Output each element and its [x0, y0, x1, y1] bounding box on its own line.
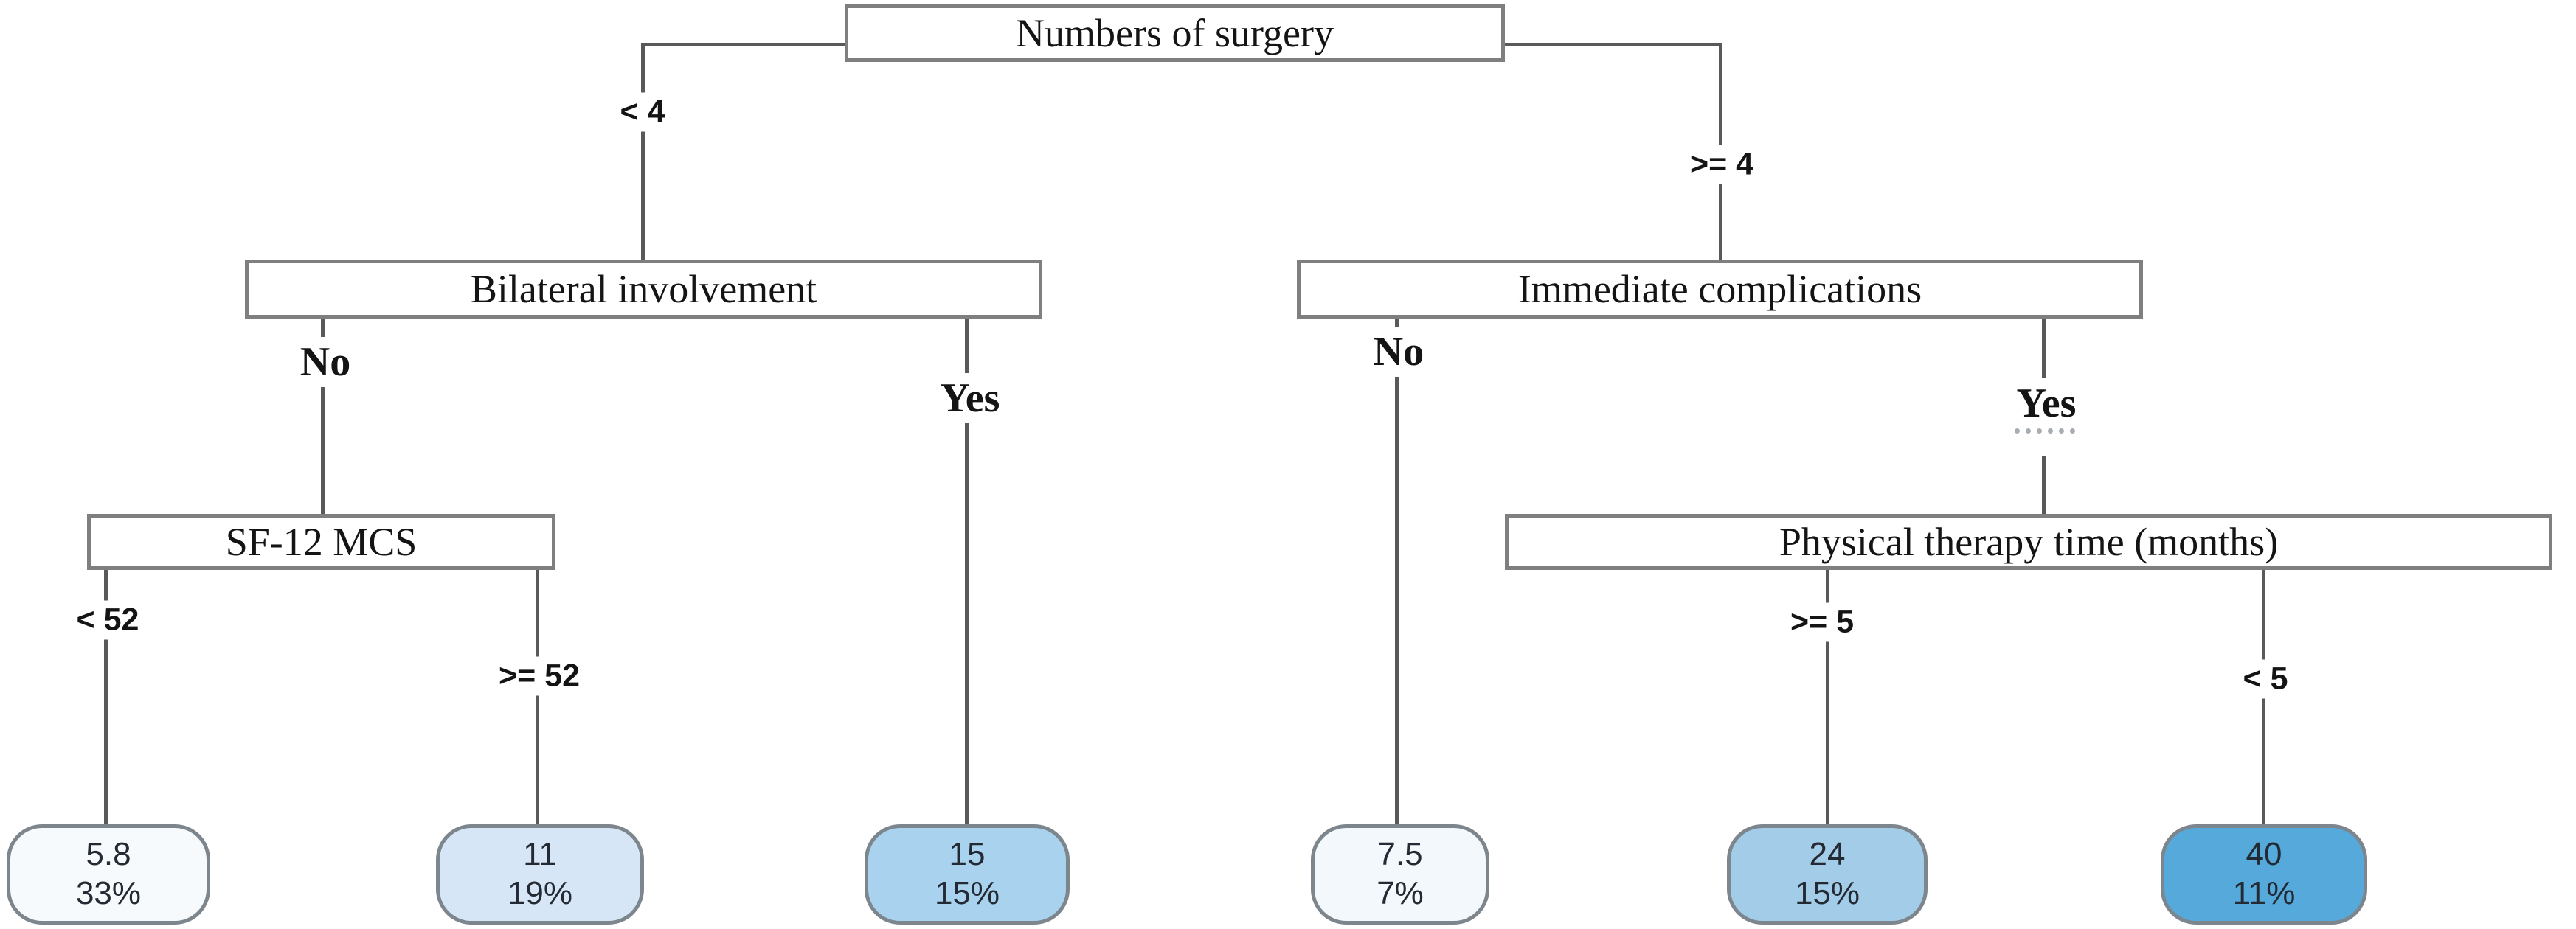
- branch-label-ge52: >= 52: [490, 656, 589, 696]
- branch-line-lt4-vertical: [641, 43, 645, 261]
- leaf-percent: 15%: [934, 875, 1000, 911]
- branch-label-immediate-no: No: [1364, 327, 1433, 377]
- branch-label-lt5: < 5: [2234, 659, 2297, 699]
- leaf-percent: 11%: [2232, 875, 2296, 911]
- branch-line-ge52: [536, 568, 539, 827]
- leaf-node-15: 15 15%: [865, 824, 1070, 925]
- leaf-value: 5.8: [86, 836, 131, 873]
- leaf-value: 11: [523, 836, 557, 873]
- branch-line-root-left-horizontal: [643, 43, 845, 46]
- branch-label-immediate-yes: Yes: [2007, 378, 2085, 428]
- dotted-mark-under-yes: [2015, 428, 2075, 456]
- branch-label-lt4: < 4: [611, 92, 674, 132]
- branch-label-bilateral-no: No: [291, 337, 360, 387]
- node-numbers-of-surgery: Numbers of surgery: [845, 4, 1505, 62]
- branch-line-bilateral-no: [321, 317, 325, 516]
- leaf-value: 15: [949, 836, 986, 873]
- branch-label-lt52: < 52: [67, 600, 148, 640]
- leaf-node-40: 40 11%: [2161, 824, 2367, 925]
- node-label: Numbers of surgery: [1016, 11, 1334, 55]
- leaf-node-24: 24 15%: [1727, 824, 1928, 925]
- node-label: Physical therapy time (months): [1779, 520, 2279, 564]
- branch-label-ge5: >= 5: [1781, 602, 1863, 642]
- node-bilateral-involvement: Bilateral involvement: [245, 260, 1042, 319]
- leaf-percent: 19%: [507, 875, 573, 911]
- leaf-node-5-8: 5.8 33%: [7, 824, 210, 925]
- branch-line-root-right-horizontal: [1505, 43, 1722, 46]
- branch-line-ge5: [1826, 568, 1829, 827]
- leaf-value: 24: [1809, 836, 1846, 873]
- node-physical-therapy-time: Physical therapy time (months): [1505, 514, 2552, 570]
- leaf-node-11: 11 19%: [436, 824, 644, 925]
- node-label: SF-12 MCS: [225, 520, 418, 564]
- leaf-value: 40: [2246, 836, 2282, 873]
- node-label: Immediate complications: [1517, 267, 1922, 311]
- node-immediate-complications: Immediate complications: [1297, 260, 2143, 319]
- branch-line-bilateral-yes: [965, 317, 969, 827]
- branch-line-immediate-no: [1395, 317, 1399, 827]
- node-label: Bilateral involvement: [470, 267, 817, 311]
- leaf-percent: 7%: [1377, 875, 1424, 911]
- leaf-value: 7.5: [1377, 836, 1423, 873]
- leaf-percent: 15%: [1794, 875, 1860, 911]
- branch-line-lt52: [104, 568, 108, 827]
- branch-label-bilateral-yes: Yes: [931, 373, 1009, 423]
- node-sf12-mcs: SF-12 MCS: [87, 514, 555, 570]
- branch-label-ge4: >= 4: [1680, 145, 1763, 184]
- leaf-node-7-5: 7.5 7%: [1311, 824, 1489, 925]
- leaf-percent: 33%: [75, 875, 142, 911]
